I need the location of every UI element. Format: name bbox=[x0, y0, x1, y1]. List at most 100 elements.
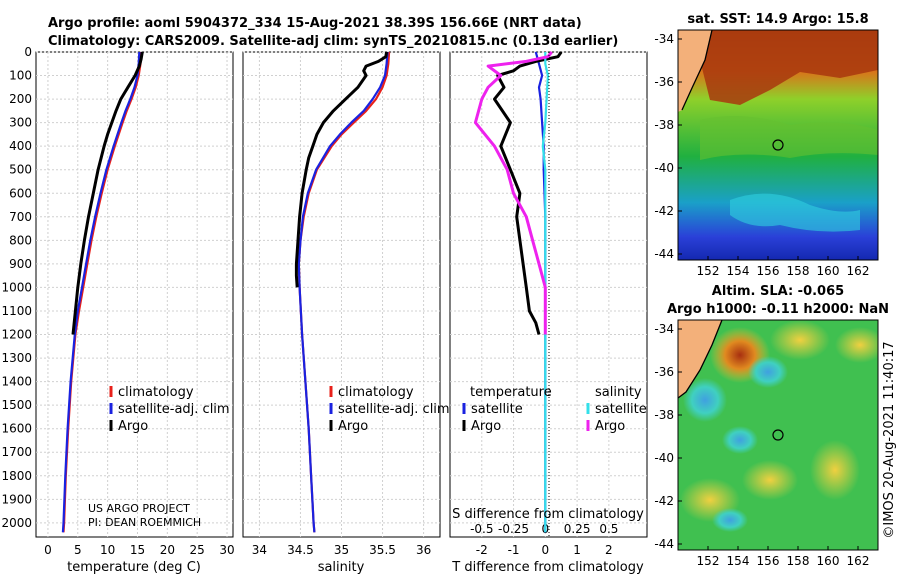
sla-low-eddy bbox=[712, 508, 748, 532]
depth-tick-label: 2000 bbox=[1, 516, 32, 530]
x2-tick-label: 0.5 bbox=[599, 522, 618, 536]
depth-tick-label: 100 bbox=[9, 69, 32, 83]
legend-argo: Argo bbox=[338, 419, 368, 434]
sst-cyan-band bbox=[730, 193, 860, 232]
title-line1: Argo profile: aoml 5904372_334 15-Aug-20… bbox=[48, 16, 582, 31]
sla-lat-ticks: -34 -36 -38 -40 -42 -44 bbox=[654, 322, 682, 551]
legend-salinity-header: salinity bbox=[595, 385, 642, 400]
legend-satellite: satellite-adj. clim bbox=[118, 402, 230, 417]
sla-land bbox=[678, 320, 722, 398]
x-tick-label: 1 bbox=[573, 543, 581, 557]
depth-tick-label: 1200 bbox=[1, 328, 32, 342]
x-tick-label: 2 bbox=[605, 543, 613, 557]
lat-tick-label: -38 bbox=[654, 408, 674, 422]
sla-yellow-patch bbox=[770, 320, 830, 360]
x2-tick-label: -0.25 bbox=[498, 522, 529, 536]
lat-tick-label: -42 bbox=[654, 494, 674, 508]
sst-lat-ticks: -34 -36 -38 -40 -42 -44 bbox=[654, 32, 682, 261]
depth-tick-label: 1400 bbox=[1, 375, 32, 389]
legend-climatology: climatology bbox=[338, 385, 414, 400]
sla-yellow-patch bbox=[742, 460, 798, 500]
depth-tick-label: 1800 bbox=[1, 469, 32, 483]
legend-climatology: climatology bbox=[118, 385, 194, 400]
temperature-panel: 0100200300400500600700800900100011001200… bbox=[1, 45, 234, 575]
lon-tick-label: 152 bbox=[697, 264, 720, 278]
lat-tick-label: -44 bbox=[654, 537, 674, 551]
depth-tick-label: 600 bbox=[9, 186, 32, 200]
sst-lon-ticks: 152 154 156 158 160 162 bbox=[697, 256, 869, 278]
x-tick-label: 0 bbox=[542, 543, 550, 557]
sst-coastline bbox=[681, 30, 713, 111]
series-satellite-adj-clim bbox=[297, 51, 389, 533]
lon-tick-label: 152 bbox=[697, 554, 720, 568]
depth-tick-label: 400 bbox=[9, 139, 32, 153]
lat-tick-label: -34 bbox=[654, 322, 674, 336]
x2-tick-label: 0.25 bbox=[564, 522, 591, 536]
sla-coastline bbox=[678, 320, 723, 399]
lon-tick-label: 160 bbox=[817, 264, 840, 278]
depth-tick-label: 1900 bbox=[1, 492, 32, 506]
legend-temperature-header: temperature bbox=[470, 385, 552, 400]
series-satellite-adj-clim bbox=[61, 51, 141, 533]
x-tick-label: 34.5 bbox=[287, 543, 314, 557]
temperature-legend: climatology satellite-adj. clim Argo bbox=[109, 385, 230, 434]
sst-map-frame bbox=[677, 29, 879, 261]
depth-tick-label: 200 bbox=[9, 92, 32, 106]
sla-low-eddy bbox=[748, 356, 788, 388]
lon-tick-label: 156 bbox=[757, 554, 780, 568]
x-tick-label: 34 bbox=[252, 543, 267, 557]
difference-xlabel: T difference from climatology bbox=[451, 560, 644, 575]
salinity-legend: climatology satellite-adj. clim Argo bbox=[329, 385, 450, 434]
salinity-panel: 34 34.5 35 35.5 36 salinity climatology sate… bbox=[242, 51, 450, 575]
sla-map-title2: Argo h1000: -0.11 h2000: NaN bbox=[667, 302, 889, 317]
depth-tick-label: 700 bbox=[9, 210, 32, 224]
lon-tick-label: 158 bbox=[787, 554, 810, 568]
depth-tick-label: 1600 bbox=[1, 422, 32, 436]
sla-lon-ticks: 152 154 156 158 160 162 bbox=[697, 546, 870, 568]
sst-green-band bbox=[700, 116, 878, 160]
legend-t-satellite: satellite bbox=[471, 402, 523, 417]
difference-panel: -2 -1 0 1 2-0.5 -0.25 0 0.25 0.5 T difference fr… bbox=[449, 51, 648, 575]
x-tick-label: 35 bbox=[334, 543, 349, 557]
series-t-argo bbox=[493, 51, 563, 335]
temperature-xlabel: temperature (deg C) bbox=[67, 560, 201, 575]
lat-tick-label: -34 bbox=[654, 32, 674, 46]
x-tick-label: 10 bbox=[100, 543, 115, 557]
lon-tick-label: 154 bbox=[727, 554, 750, 568]
sst-map-title: sat. SST: 14.9 Argo: 15.8 bbox=[687, 12, 868, 27]
sla-low-eddy bbox=[683, 378, 727, 422]
lon-tick-label: 160 bbox=[817, 554, 840, 568]
x-tick-label: 36 bbox=[416, 543, 431, 557]
sla-map: Altim. SLA: -0.065 Argo h1000: -0.11 h20… bbox=[654, 284, 889, 568]
x-tick-label: 35.5 bbox=[369, 543, 396, 557]
x2-tick-label: -0.5 bbox=[470, 522, 493, 536]
lon-tick-label: 162 bbox=[847, 554, 870, 568]
lat-tick-label: -44 bbox=[654, 247, 674, 261]
depth-tick-label: 1500 bbox=[1, 398, 32, 412]
lat-tick-label: -36 bbox=[654, 75, 674, 89]
lat-tick-label: -40 bbox=[654, 451, 674, 465]
lat-tick-label: -40 bbox=[654, 161, 674, 175]
x-tick-label: 5 bbox=[74, 543, 82, 557]
sla-yellow-patch bbox=[835, 327, 878, 363]
x-tick-label: -1 bbox=[508, 543, 520, 557]
sst-land bbox=[678, 30, 712, 112]
difference-legend: temperature salinity satellite Argo sate… bbox=[462, 385, 647, 434]
lat-tick-label: -42 bbox=[654, 204, 674, 218]
temperature-axes-frame bbox=[35, 51, 234, 538]
sla-map-title1: Altim. SLA: -0.065 bbox=[712, 284, 844, 299]
sla-low-eddy bbox=[722, 426, 758, 454]
legend-satellite: satellite-adj. clim bbox=[338, 402, 450, 417]
lon-tick-label: 154 bbox=[727, 264, 750, 278]
x-tick-label: 20 bbox=[160, 543, 175, 557]
x-tick-label: 15 bbox=[130, 543, 145, 557]
title-line2: Climatology: CARS2009. Satellite-adj cli… bbox=[48, 34, 618, 49]
series-argo bbox=[71, 51, 144, 335]
pi-label: PI: DEAN ROEMMICH bbox=[88, 516, 201, 529]
depth-tick-label: 500 bbox=[9, 163, 32, 177]
legend-argo: Argo bbox=[118, 419, 148, 434]
series-s-argo bbox=[473, 51, 553, 335]
depth-tick-label: 0 bbox=[24, 45, 32, 59]
depth-tick-label: 800 bbox=[9, 233, 32, 247]
